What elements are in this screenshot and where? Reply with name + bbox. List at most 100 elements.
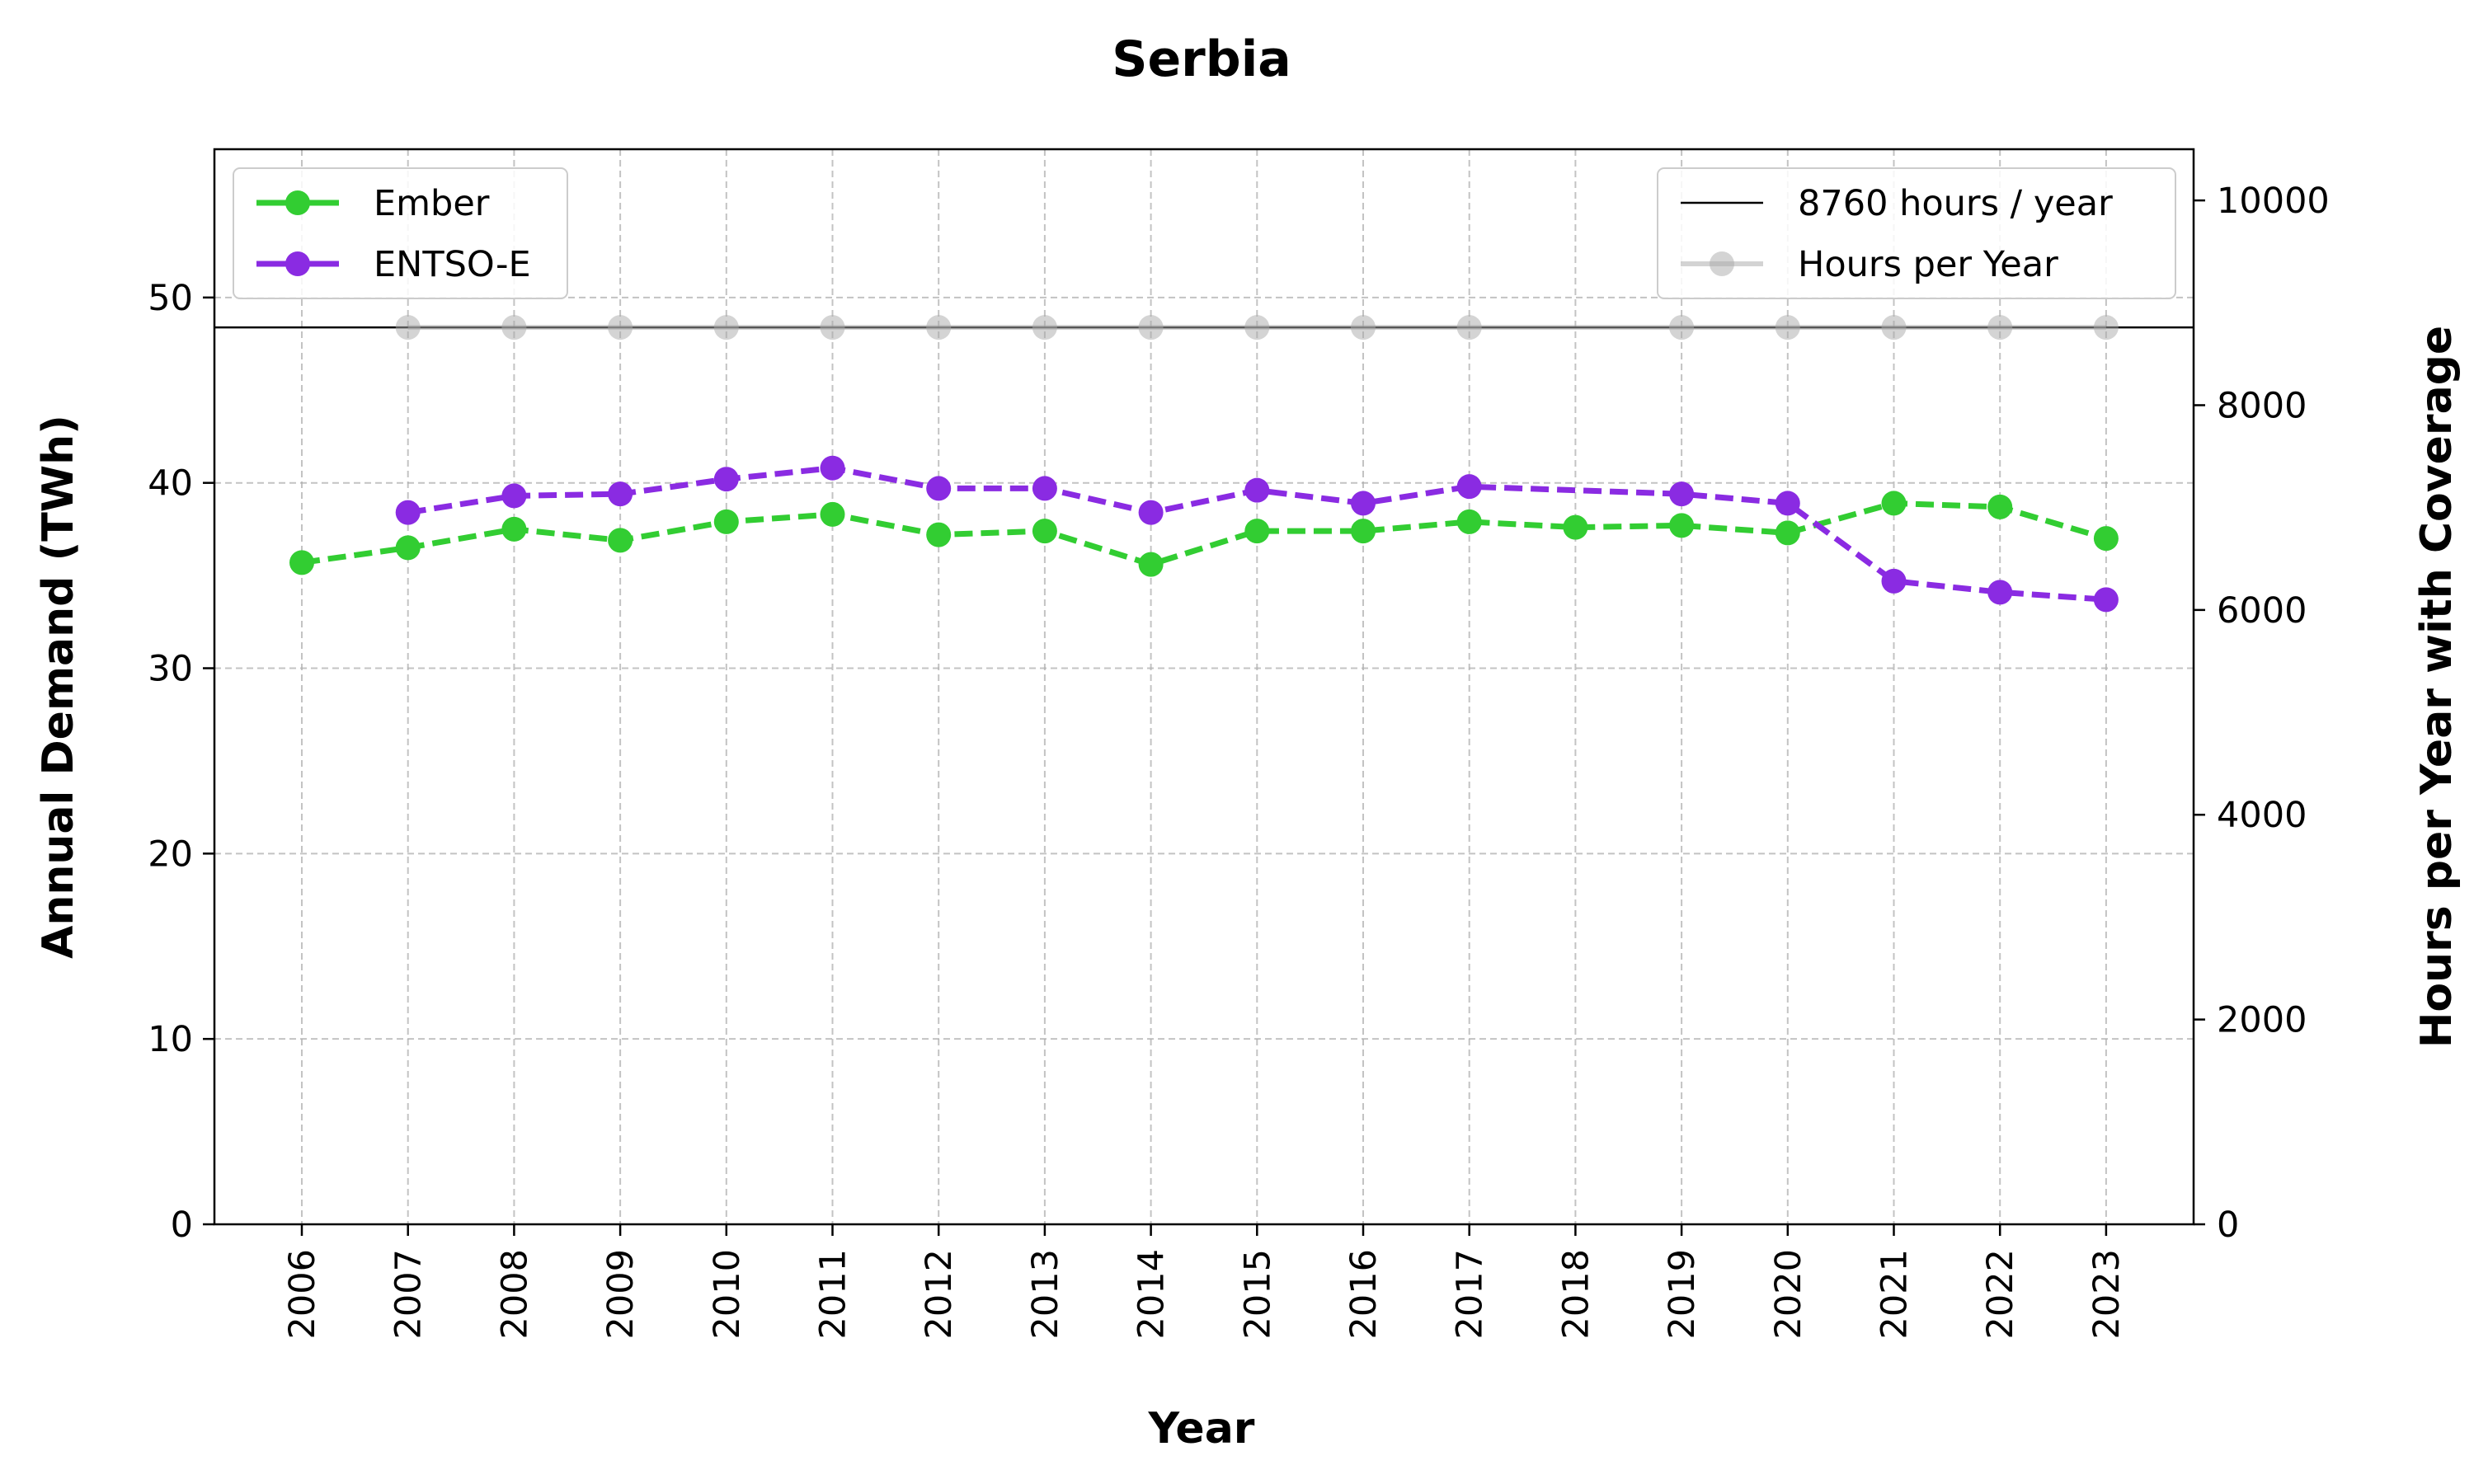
data-point — [1456, 474, 1482, 500]
data-point — [1032, 315, 1057, 340]
data-point — [608, 528, 633, 553]
y2-axis-label: Hours per Year with Coverage — [2412, 326, 2462, 1048]
data-point — [713, 509, 739, 534]
x-axis-label: Year — [1148, 1404, 1255, 1453]
data-point — [395, 500, 421, 525]
data-point — [1881, 568, 1907, 594]
series-line — [301, 500, 2107, 568]
data-point — [1244, 519, 1270, 544]
x-tick-label: 2016 — [1343, 1249, 1385, 1339]
data-point — [501, 516, 527, 542]
data-point — [1775, 491, 1800, 516]
legend-label: Ember — [374, 183, 490, 224]
x-tick-label: 2012 — [919, 1249, 960, 1339]
data-point — [1563, 514, 1588, 540]
data-point — [608, 481, 633, 507]
x-axis: 2006 2007 2008 2009 2010 2011 2012 2013 2014 2015… — [282, 1224, 2128, 1339]
y-tick-label: 40 — [148, 463, 193, 505]
data-point — [926, 522, 952, 547]
data-point — [1987, 494, 2013, 519]
legend-marker — [285, 190, 310, 215]
gridlines — [214, 149, 2194, 1225]
data-point — [926, 315, 952, 340]
data-point — [713, 315, 739, 340]
data-point — [608, 315, 633, 340]
data-point — [1032, 519, 1057, 544]
data-point — [926, 476, 952, 501]
data-point — [1351, 491, 1376, 516]
series-group — [289, 315, 2119, 613]
legend-box — [1657, 167, 2176, 299]
y-axis-label: Annual Demand (TWh) — [34, 415, 83, 959]
x-tick-label: 2023 — [2086, 1249, 2128, 1339]
legend-label: Hours per Year — [1798, 244, 2058, 285]
data-point — [1881, 315, 1907, 340]
x-tick-label: 2006 — [282, 1249, 323, 1339]
data-point — [2093, 315, 2119, 340]
plot-frame — [213, 148, 2195, 1226]
data-point — [1669, 481, 1695, 507]
y2-tick-label: 6000 — [2217, 590, 2307, 632]
data-point — [1456, 315, 1482, 340]
y-axis-left: 0 10 20 30 40 50 — [148, 278, 214, 1246]
y-tick-label: 50 — [148, 278, 193, 319]
y2-tick-label: 0 — [2217, 1205, 2239, 1246]
legend-marker — [285, 251, 310, 276]
x-tick-label: 2015 — [1237, 1249, 1278, 1339]
legend-marker — [1710, 251, 1734, 276]
data-point — [1669, 513, 1695, 538]
legend-right: 8760 hours / year Hours per Year — [1657, 167, 2176, 299]
x-tick-label: 2008 — [494, 1249, 535, 1339]
x-tick-label: 2014 — [1131, 1249, 1173, 1339]
x-tick-label: 2010 — [707, 1249, 748, 1339]
series-hours-per-year — [395, 315, 2119, 340]
series-entso-e — [395, 455, 2119, 613]
series-ember — [289, 491, 2119, 577]
legend-left: Ember ENTSO-E — [233, 167, 568, 299]
data-point — [1138, 315, 1164, 340]
data-point — [501, 315, 527, 340]
data-point — [1881, 491, 1907, 516]
data-point — [395, 535, 421, 561]
y2-tick-label: 8000 — [2217, 385, 2307, 426]
y-tick-label: 10 — [148, 1019, 193, 1060]
y2-tick-label: 2000 — [2217, 1000, 2307, 1041]
data-point — [820, 501, 845, 527]
data-point — [2093, 587, 2119, 613]
data-point — [1456, 509, 1482, 534]
data-point — [1244, 315, 1270, 340]
data-point — [1138, 552, 1164, 577]
y-tick-label: 0 — [171, 1205, 193, 1246]
data-point — [1351, 315, 1376, 340]
y2-tick-label: 4000 — [2217, 795, 2307, 836]
x-tick-label: 2020 — [1768, 1249, 1809, 1339]
data-point — [820, 455, 845, 481]
x-tick-label: 2022 — [1980, 1249, 2021, 1339]
series-line — [407, 465, 2107, 603]
data-point — [1244, 477, 1270, 503]
data-point — [1032, 476, 1057, 501]
data-point — [2093, 526, 2119, 552]
legend-label: 8760 hours / year — [1798, 183, 2113, 224]
x-tick-label: 2019 — [1662, 1249, 1703, 1339]
x-tick-label: 2007 — [388, 1249, 430, 1339]
data-point — [1138, 500, 1164, 525]
x-tick-label: 2021 — [1874, 1249, 1916, 1339]
data-point — [713, 467, 739, 492]
y2-tick-label: 10000 — [2217, 181, 2330, 222]
data-point — [1669, 315, 1695, 340]
x-tick-label: 2017 — [1450, 1249, 1491, 1339]
data-point — [1987, 580, 2013, 605]
legend-label: ENTSO-E — [374, 244, 531, 285]
data-point — [395, 315, 421, 340]
y-axis-right: 0 2000 4000 6000 8000 10000 — [2194, 181, 2330, 1246]
y-tick-label: 30 — [148, 649, 193, 690]
data-point — [820, 315, 845, 340]
data-point — [289, 550, 314, 575]
data-point — [1775, 520, 1800, 546]
data-point — [1775, 315, 1800, 340]
x-tick-label: 2009 — [600, 1249, 642, 1339]
chart-title: Serbia — [1112, 31, 1291, 88]
data-point — [501, 483, 527, 509]
x-tick-label: 2011 — [813, 1249, 854, 1339]
